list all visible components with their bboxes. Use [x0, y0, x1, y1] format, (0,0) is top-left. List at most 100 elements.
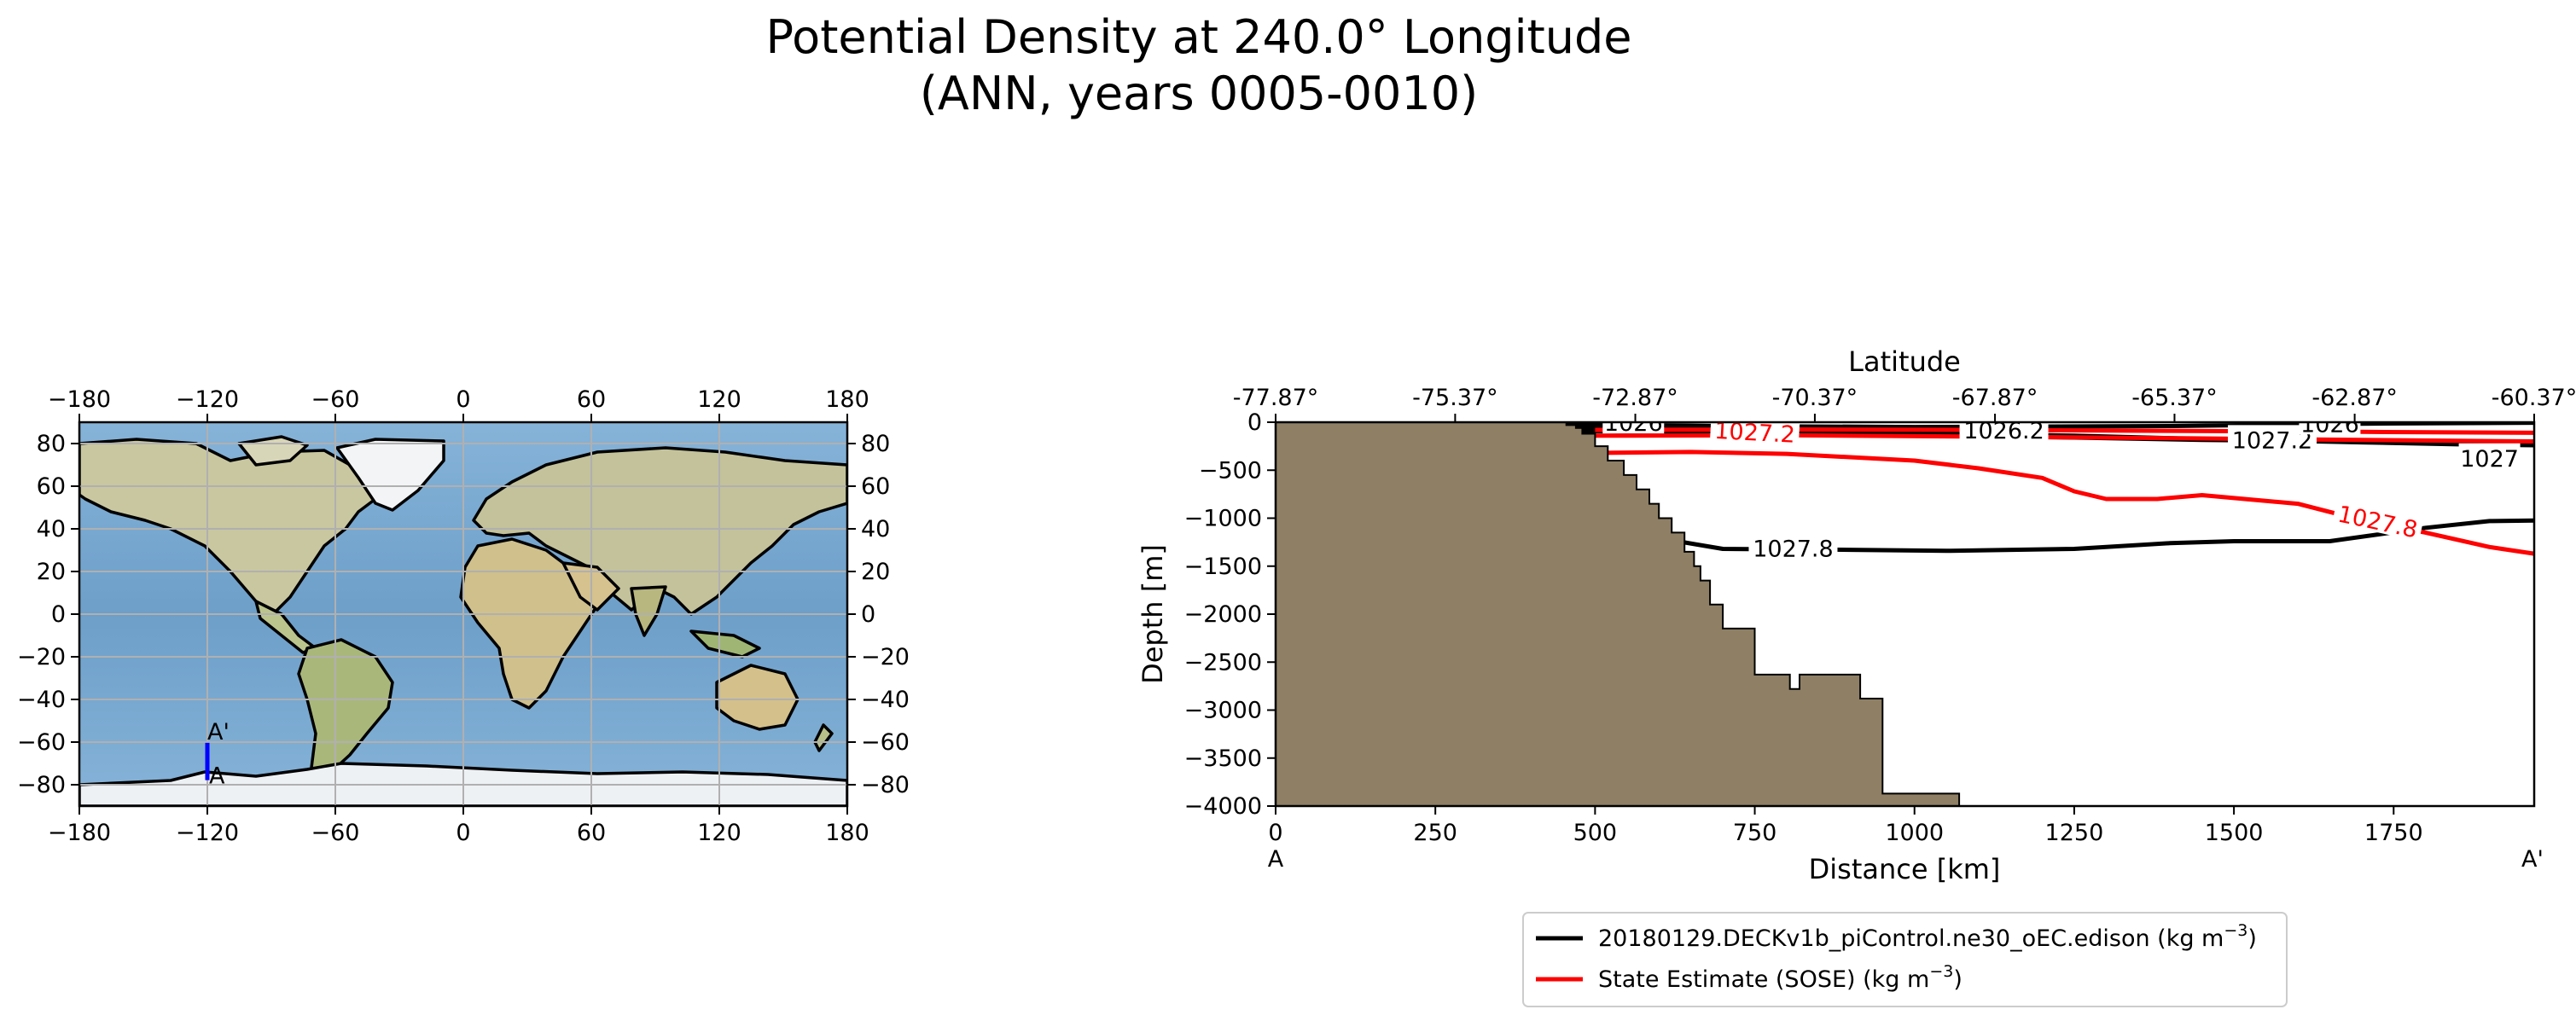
map-left-tick-label: −60	[17, 729, 66, 756]
section-x-tick-label: 1750	[2364, 820, 2423, 846]
map-bottom-tick-label: −180	[48, 820, 111, 846]
land-new-zealand	[813, 723, 834, 752]
section-top-xlabel: Latitude	[1848, 345, 1961, 378]
section-y-tick-label: 0	[1247, 409, 1262, 436]
contour-label: 1027.8	[1748, 533, 1838, 563]
section-x-tick-label: 1500	[2205, 820, 2264, 846]
transect-start-label: A	[209, 763, 225, 790]
section-ticks: 0 250 500 750 1000 1250 1500 1750 0 −500 −1000 −150…	[1184, 385, 2576, 846]
section-x-tick-label: 250	[1413, 820, 1457, 846]
map-left-tick-label: −20	[17, 644, 66, 670]
map-top-tick-label: −60	[311, 386, 360, 413]
map-top-tick-label: 0	[456, 386, 470, 413]
legend-label-model: 20180129.DECKv1b_piControl.ne30_oEC.edis…	[1598, 921, 2257, 952]
map-bottom-tick-label: 60	[577, 820, 606, 846]
map-left-tick-label: −80	[17, 772, 66, 798]
map-right-tick-label: 60	[861, 473, 890, 500]
map-bottom-tick-label: −120	[176, 820, 239, 846]
map-left-tick-label: 20	[37, 559, 66, 585]
section-end-label: A'	[2521, 846, 2544, 873]
map-top-tick-label: −120	[176, 386, 239, 413]
map-top-tick-label: 120	[697, 386, 741, 413]
section-xlabel: Distance [km]	[1809, 853, 2001, 885]
transect-end-label: A'	[207, 719, 230, 745]
map-bottom-tick-label: 120	[697, 820, 741, 846]
section-top-tick-label: -67.87°	[1952, 385, 2038, 411]
map-ticks: −180 −180 −120 −120 −60 −60 0 0 60 60 120 120 180 180…	[17, 386, 910, 846]
section-start-label: A	[1268, 846, 1284, 873]
map-gridlines	[79, 422, 847, 806]
map-bottom-tick-label: 0	[456, 820, 470, 846]
section-top-tick-label: -77.87°	[1233, 385, 1319, 411]
map-bottom-tick-label: −60	[311, 820, 360, 846]
contour-label-text: 1026	[1604, 410, 1663, 437]
contour-label-bg	[2299, 422, 2361, 435]
map-left-tick-label: −40	[17, 687, 66, 713]
map-right-tick-label: 80	[861, 431, 890, 457]
section-y-tick-label: −3000	[1184, 698, 1262, 724]
contour-label: 1026.2	[1959, 418, 2049, 444]
section-y-tick-label: −1500	[1184, 554, 1262, 580]
contour-label-text: 1026.2	[1963, 418, 2044, 444]
contour-label-bg	[1602, 422, 1665, 434]
contour-labels: 1026 1027.2 1026.2 1027.2102610271027.81027…	[1602, 410, 2521, 563]
section-y-tick-label: −1000	[1184, 506, 1262, 532]
section-top-tick-label: -62.87°	[2311, 385, 2398, 411]
section-top-tick-label: -75.37°	[1412, 385, 1498, 411]
section-y-tick-label: −4000	[1184, 793, 1262, 820]
section-top-tick-label: -60.37°	[2492, 385, 2576, 411]
contour-label: 1026	[1602, 410, 1665, 437]
section-ylabel: Depth [m]	[1137, 544, 1169, 684]
map-bottom-tick-label: 180	[825, 820, 869, 846]
section-x-tick-label: 1250	[2045, 820, 2104, 846]
map-top-tick-label: −180	[48, 386, 111, 413]
section-y-tick-label: −2500	[1184, 649, 1262, 676]
map-right-tick-label: −80	[861, 772, 910, 798]
legend: 20180129.DECKv1b_piControl.ne30_oEC.edis…	[1522, 912, 2288, 1007]
map-left-tick-label: 40	[37, 516, 66, 542]
contour-label-text: 1027.2	[1714, 418, 1796, 449]
land-australia	[715, 664, 800, 731]
map-left-tick-label: 80	[37, 431, 66, 457]
bathymetry-land	[1276, 422, 1961, 806]
legend-label-sose: State Estimate (SOSE) (kg m−3)	[1598, 962, 1963, 993]
section-x-tick-label: 500	[1573, 820, 1618, 846]
section-panel: 1026 1027.2 1026.2 1027.2102610271027.81027…	[1137, 345, 2576, 885]
contour-label-text: 1026	[2300, 411, 2359, 438]
contour-label: 1026	[2299, 411, 2361, 438]
section-top-tick-label: -65.37°	[2131, 385, 2218, 411]
legend-box	[1522, 912, 2288, 1007]
map-right-tick-label: −40	[861, 687, 910, 713]
contour-label-text: 1027.8	[1753, 537, 1833, 563]
contour-label-bg	[2458, 443, 2521, 469]
contour-label-bg	[2332, 497, 2425, 542]
map-left-tick-label: 0	[51, 601, 66, 628]
section-x-tick-label: 1000	[1885, 820, 1944, 846]
section-y-tick-label: −3500	[1184, 745, 1262, 772]
contour-label-text: 1027	[2460, 446, 2519, 473]
map-right-tick-label: −60	[861, 729, 910, 756]
map-right-tick-label: 0	[861, 601, 875, 628]
map-left-tick-label: 60	[37, 473, 66, 500]
figure-title-line2: (ANN, years 0005-0010)	[920, 67, 1478, 120]
contour-label: 1027	[2458, 443, 2521, 473]
land-india	[630, 585, 667, 637]
contour-label-bg	[1748, 533, 1838, 560]
map-right-tick-label: 40	[861, 516, 890, 542]
map-right-tick-label: 20	[861, 559, 890, 585]
map-top-tick-label: 180	[825, 386, 869, 413]
section-y-tick-label: −2000	[1184, 601, 1262, 628]
contour-label-bg	[1959, 422, 2049, 442]
figure-title-line1: Potential Density at 240.0° Longitude	[766, 10, 1632, 64]
section-x-tick-label: 0	[1268, 820, 1282, 846]
world-map-panel: A A' −180 −180 −120 −120 −60 −60 0 0 60 60 120 120 1…	[17, 386, 910, 846]
section-top-tick-label: -72.87°	[1592, 385, 1678, 411]
map-top-tick-label: 60	[577, 386, 606, 413]
section-x-tick-label: 750	[1733, 820, 1777, 846]
land-indonesia	[689, 629, 761, 658]
section-top-tick-label: -70.37°	[1772, 385, 1858, 411]
map-right-tick-label: −20	[861, 644, 910, 670]
section-y-tick-label: −500	[1199, 457, 1262, 484]
contour-label: 1027.2	[2228, 425, 2317, 454]
